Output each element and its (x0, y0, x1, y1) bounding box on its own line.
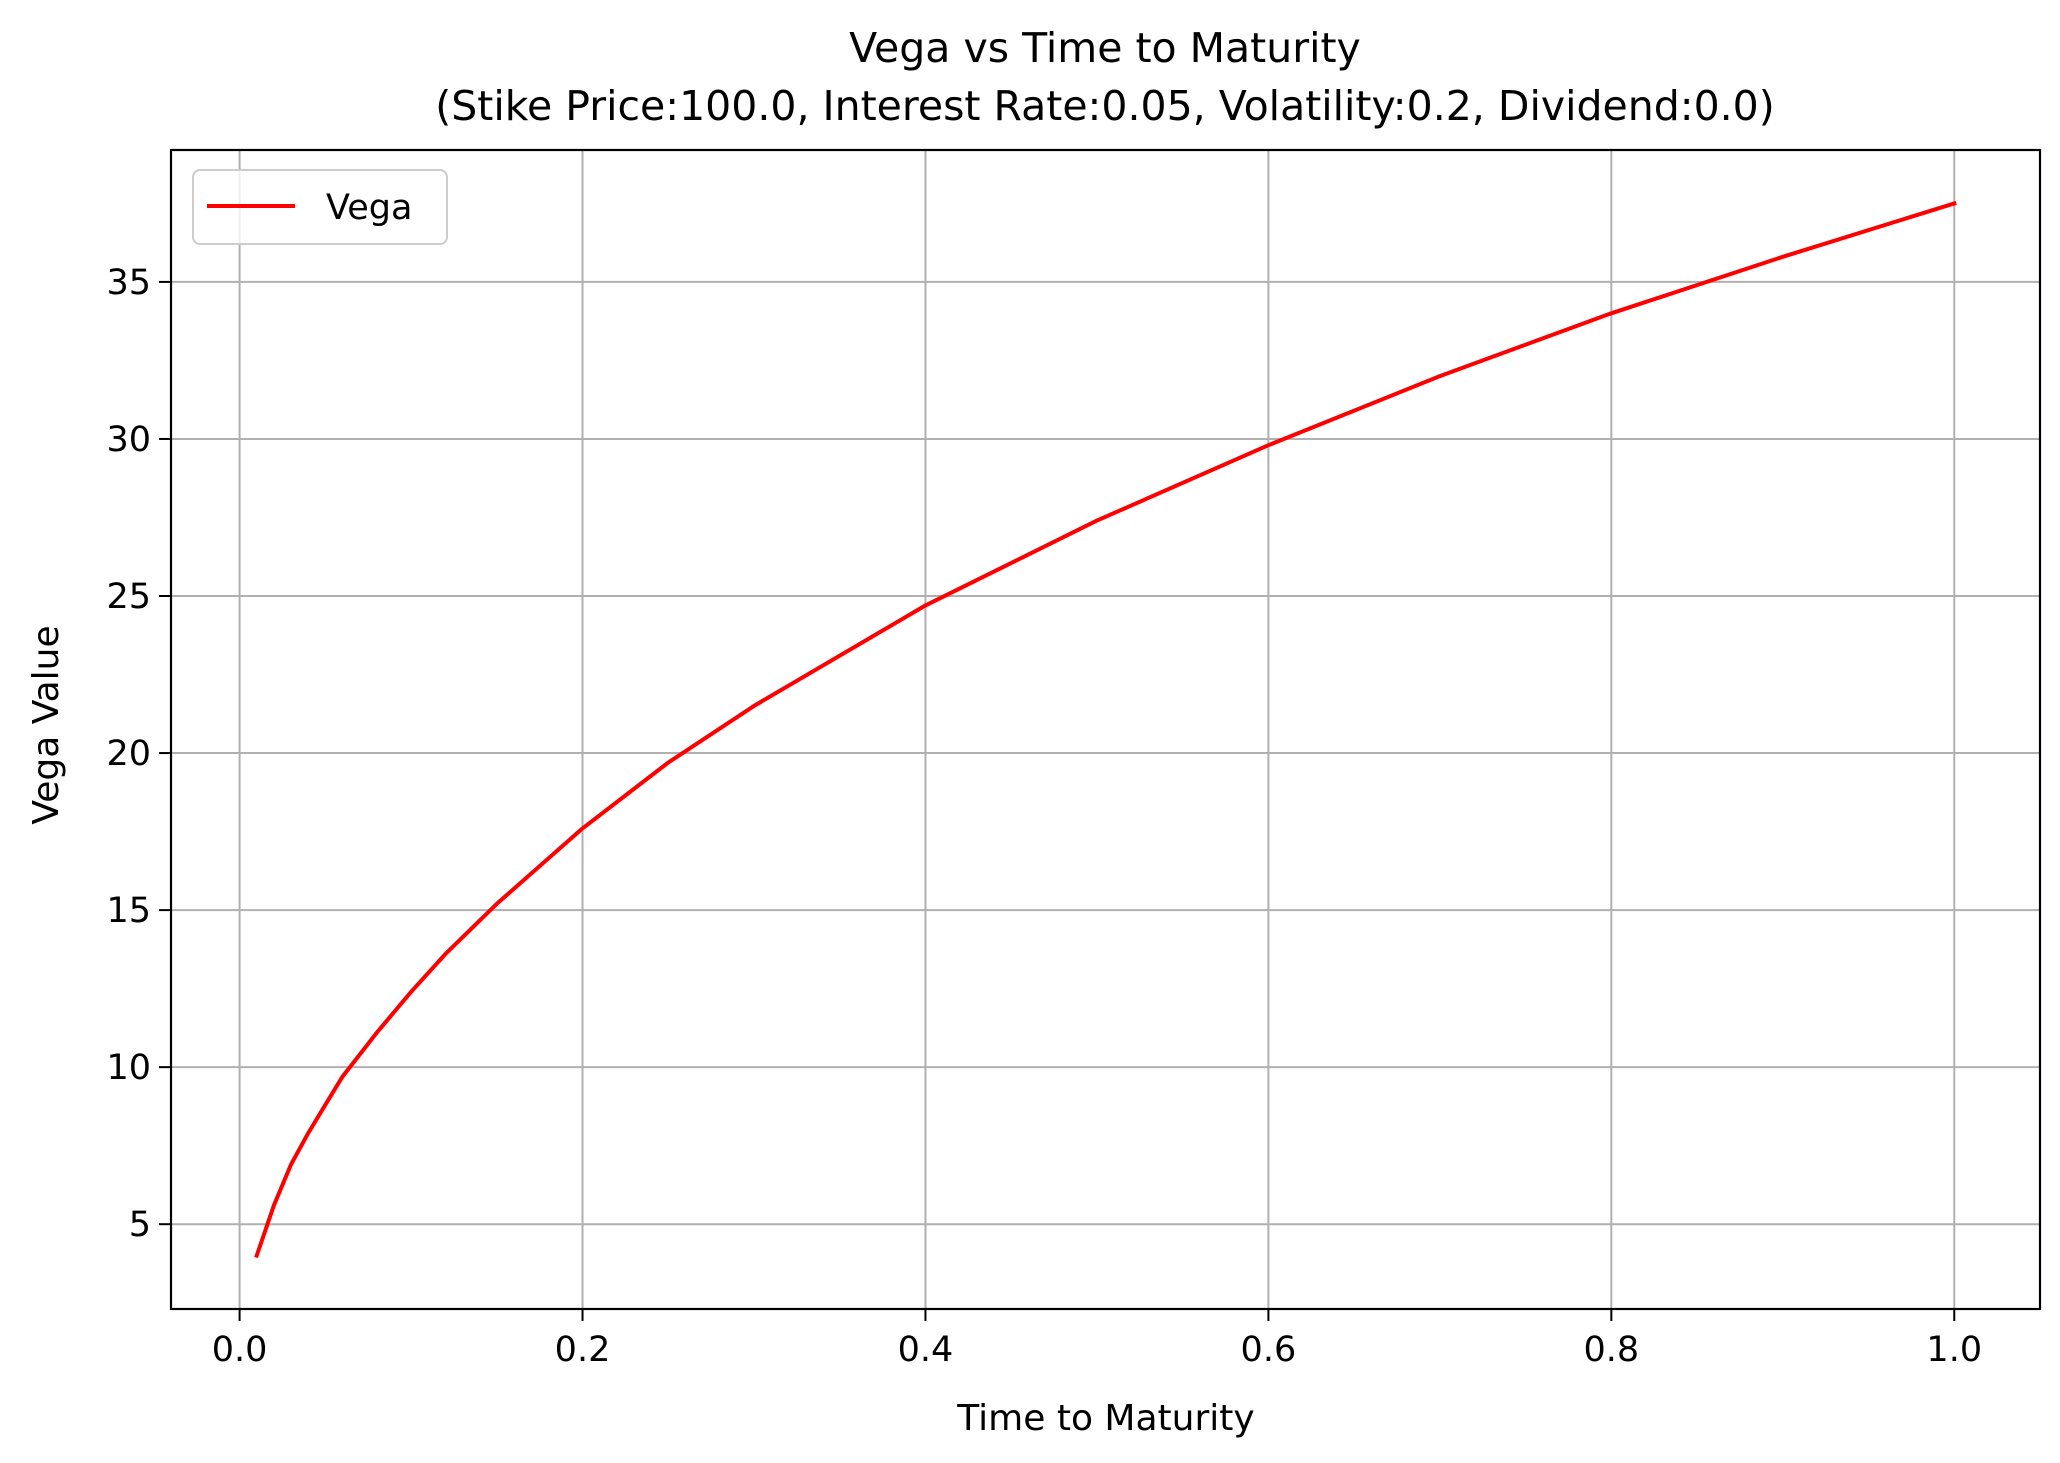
x-tick-label: 0.4 (898, 1330, 954, 1370)
series-layer (254, 200, 1957, 1259)
series-line-vega (254, 200, 1957, 1259)
x-axis-label: Time to Maturity (956, 1398, 1254, 1439)
y-axis-label: Vega Value (26, 625, 67, 824)
axis-ticks: 0.0 0.2 0.4 0.6 0.8 1.0 5 10 15 20 25 30 35 (106, 263, 1982, 1370)
legend-box (192, 169, 448, 245)
chart-subtitle: (Stike Price:100.0, Interest Rate:0.05, … (435, 82, 1775, 130)
y-tick-label: 35 (106, 263, 151, 303)
x-tick-label: 0.0 (212, 1330, 268, 1370)
plot-frame (169, 148, 2042, 1311)
chart-title: Vega vs Time to Maturity (849, 24, 1361, 72)
legend: Vega (192, 169, 448, 245)
x-tick-label: 0.6 (1241, 1330, 1297, 1370)
x-tick-label: 1.0 (1926, 1330, 1982, 1370)
y-tick-label: 30 (106, 420, 151, 460)
legend-label-vega: Vega (326, 188, 412, 228)
y-tick-label: 25 (106, 577, 151, 617)
grid-lines (171, 150, 2040, 1309)
x-tick-label: 0.8 (1583, 1330, 1639, 1370)
y-tick-label: 10 (106, 1048, 151, 1088)
x-tick-label: 0.2 (555, 1330, 611, 1370)
y-tick-label: 20 (106, 734, 151, 774)
y-tick-label: 15 (106, 891, 151, 931)
y-tick-label: 5 (129, 1205, 151, 1245)
